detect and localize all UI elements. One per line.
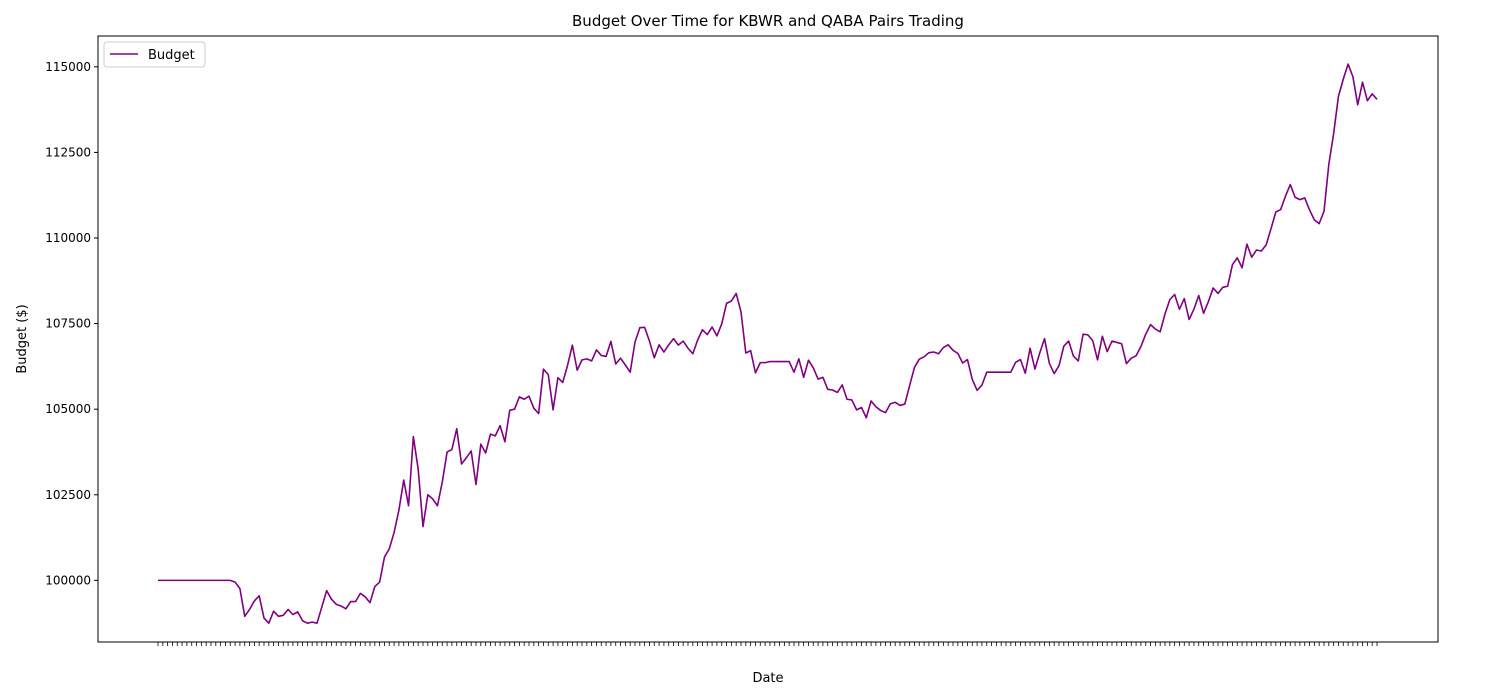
plot-area-frame xyxy=(97,35,1439,643)
x-axis-label: Date xyxy=(752,671,783,686)
y-tick-label: 107500 xyxy=(45,317,91,331)
y-axis-ticks: 100000 102500 105000 107500 110000 112500 1150… xyxy=(45,60,98,587)
legend: Budget xyxy=(103,41,206,68)
y-tick-label: 112500 xyxy=(45,145,91,159)
budget-series-line xyxy=(158,63,1378,624)
y-axis-label: Budget ($) xyxy=(15,304,30,373)
x-axis-ticks xyxy=(157,642,1378,646)
y-tick-label: 105000 xyxy=(45,402,91,416)
legend-label-budget: Budget xyxy=(148,48,195,63)
y-tick-label: 110000 xyxy=(45,231,91,245)
y-tick-label: 100000 xyxy=(45,573,91,587)
chart-title: Budget Over Time for KBWR and QABA Pairs… xyxy=(572,12,964,30)
y-tick-label: 102500 xyxy=(45,488,91,502)
legend-box xyxy=(103,41,206,68)
y-tick-label: 115000 xyxy=(45,60,91,74)
